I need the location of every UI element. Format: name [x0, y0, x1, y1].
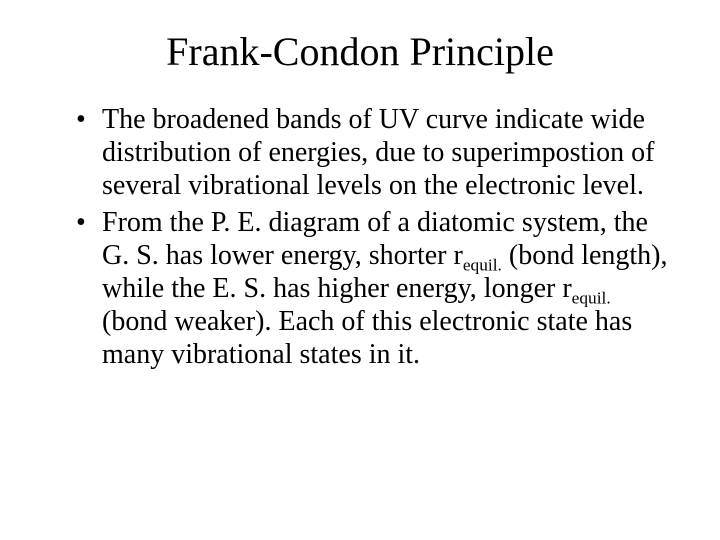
list-item: From the P. E. diagram of a diatomic sys… — [76, 206, 680, 371]
list-item: The broadened bands of UV curve indicate… — [76, 103, 680, 202]
bullet-text: The broadened bands of UV curve indicate… — [102, 104, 654, 201]
slide-title: Frank-Condon Principle — [40, 28, 680, 75]
bullet-text: (bond weaker). Each of this electronic s… — [102, 306, 632, 370]
slide: Frank-Condon Principle The broadened ban… — [0, 0, 720, 540]
subscript: equil. — [572, 289, 611, 308]
subscript: equil. — [463, 256, 502, 275]
bullet-list: The broadened bands of UV curve indicate… — [40, 103, 680, 371]
